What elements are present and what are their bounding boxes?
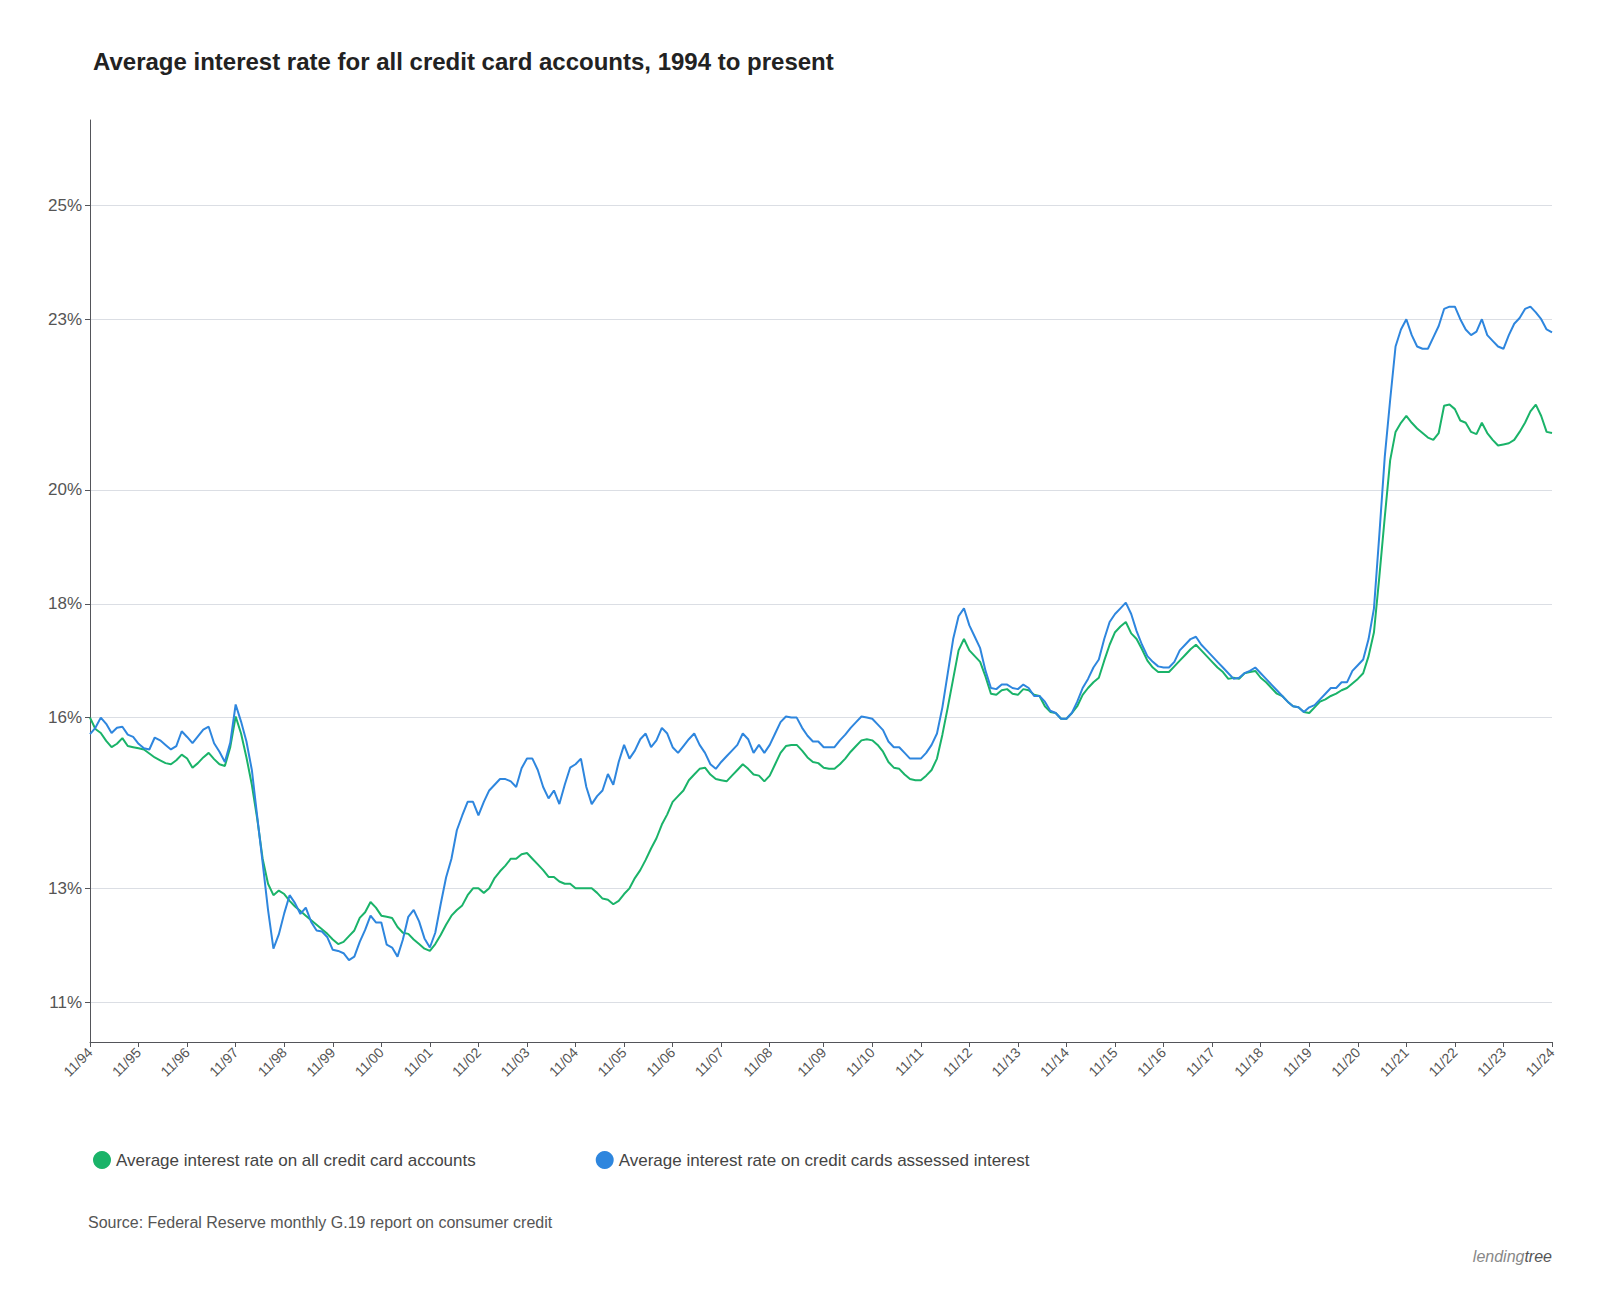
svg-text:11/22: 11/22 bbox=[1425, 1044, 1460, 1079]
svg-text:13%: 13% bbox=[48, 879, 82, 898]
svg-text:11/99: 11/99 bbox=[303, 1044, 338, 1079]
svg-text:11/04: 11/04 bbox=[546, 1044, 581, 1079]
svg-text:11/96: 11/96 bbox=[157, 1044, 192, 1079]
svg-text:23%: 23% bbox=[48, 310, 82, 329]
svg-text:11/21: 11/21 bbox=[1377, 1044, 1412, 1079]
svg-text:11/09: 11/09 bbox=[794, 1044, 829, 1079]
svg-text:11%: 11% bbox=[49, 993, 82, 1012]
svg-text:11/10: 11/10 bbox=[843, 1044, 878, 1079]
svg-text:11/05: 11/05 bbox=[594, 1044, 629, 1079]
svg-text:16%: 16% bbox=[48, 708, 82, 727]
svg-text:11/07: 11/07 bbox=[692, 1044, 727, 1079]
svg-text:11/95: 11/95 bbox=[109, 1044, 144, 1079]
svg-text:11/19: 11/19 bbox=[1280, 1044, 1315, 1079]
svg-text:11/15: 11/15 bbox=[1085, 1044, 1120, 1079]
svg-text:11/24: 11/24 bbox=[1522, 1044, 1557, 1079]
svg-text:11/23: 11/23 bbox=[1474, 1044, 1509, 1079]
svg-text:11/18: 11/18 bbox=[1231, 1044, 1266, 1079]
svg-text:11/11: 11/11 bbox=[892, 1044, 927, 1079]
svg-text:11/03: 11/03 bbox=[497, 1044, 532, 1079]
svg-text:tree: tree bbox=[1524, 1248, 1552, 1265]
svg-text:11/02: 11/02 bbox=[449, 1044, 484, 1079]
svg-text:11/98: 11/98 bbox=[255, 1044, 290, 1079]
svg-text:25%: 25% bbox=[48, 196, 82, 215]
svg-text:11/01: 11/01 bbox=[400, 1044, 435, 1079]
svg-text:11/08: 11/08 bbox=[740, 1044, 775, 1079]
svg-text:Source: Federal Reserve monthl: Source: Federal Reserve monthly G.19 rep… bbox=[88, 1214, 553, 1231]
svg-text:11/13: 11/13 bbox=[988, 1044, 1023, 1079]
svg-text:11/20: 11/20 bbox=[1328, 1044, 1363, 1079]
svg-text:11/97: 11/97 bbox=[206, 1044, 241, 1079]
svg-text:Average interest rate on credi: Average interest rate on credit cards as… bbox=[619, 1151, 1030, 1170]
svg-text:20%: 20% bbox=[48, 480, 82, 499]
svg-text:11/06: 11/06 bbox=[643, 1044, 678, 1079]
svg-text:11/16: 11/16 bbox=[1134, 1044, 1169, 1079]
svg-text:11/12: 11/12 bbox=[940, 1044, 975, 1079]
svg-text:lending: lending bbox=[1473, 1248, 1525, 1265]
svg-text:11/17: 11/17 bbox=[1182, 1044, 1217, 1079]
svg-text:11/00: 11/00 bbox=[352, 1044, 387, 1079]
svg-text:11/14: 11/14 bbox=[1037, 1044, 1072, 1079]
svg-text:11/94: 11/94 bbox=[60, 1044, 95, 1079]
svg-text:18%: 18% bbox=[48, 594, 82, 613]
svg-text:Average interest rate on all c: Average interest rate on all credit card… bbox=[116, 1151, 476, 1170]
svg-text:Average interest rate for all: Average interest rate for all credit car… bbox=[93, 48, 834, 75]
